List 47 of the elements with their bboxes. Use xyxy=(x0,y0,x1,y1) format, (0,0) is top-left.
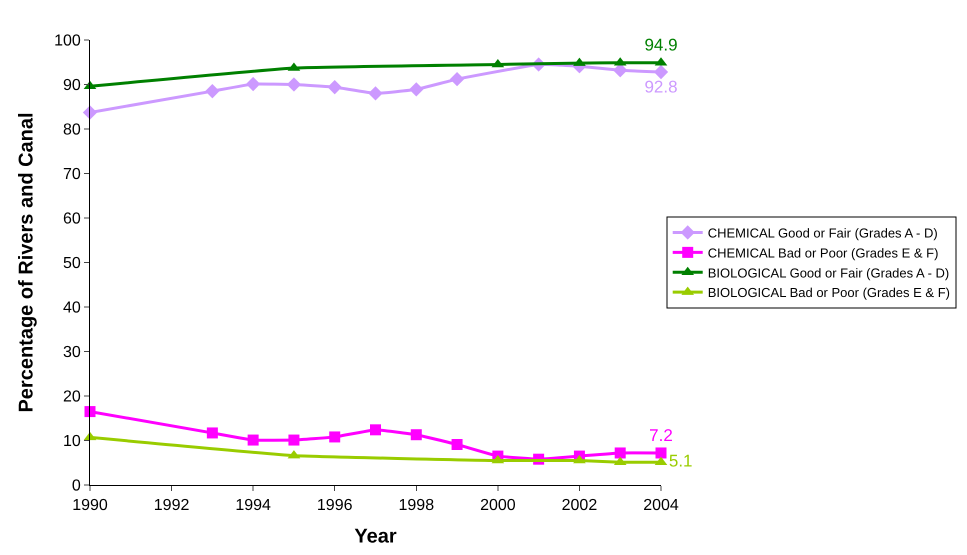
y-tick-label: 90 xyxy=(63,77,81,94)
point xyxy=(246,76,260,92)
data-label: 5.1 xyxy=(668,452,693,471)
x-tick-label: 2000 xyxy=(480,497,516,514)
y-tick-label: 10 xyxy=(63,433,81,450)
x-tick-label: 1992 xyxy=(154,497,190,514)
x-tick-label: 1998 xyxy=(398,497,434,514)
legend-label: BIOLOGICAL Good or Fair (Grades A - D) xyxy=(708,265,950,280)
point xyxy=(370,424,381,436)
legend-label: CHEMICAL Good or Fair (Grades A - D) xyxy=(708,226,938,241)
y-tick-label: 100 xyxy=(54,32,81,50)
x-tick-label: 2004 xyxy=(643,497,679,514)
point xyxy=(368,86,383,101)
x-tick-label: 1996 xyxy=(316,497,353,514)
point xyxy=(288,434,300,446)
y-tick-label: 80 xyxy=(63,122,81,139)
point xyxy=(84,406,96,418)
x-axis-title: Year xyxy=(354,526,397,548)
y-tick-label: 60 xyxy=(63,210,81,228)
legend-label: BIOLOGICAL Bad or Poor (Grades E & F) xyxy=(708,285,950,300)
point xyxy=(452,439,463,450)
data-label: 92.8 xyxy=(644,78,678,97)
x-tick-label: 2002 xyxy=(562,497,598,514)
point xyxy=(450,72,464,86)
x-tick-label: 1990 xyxy=(72,497,108,514)
point xyxy=(286,77,302,92)
y-axis-title: Percentage of Rivers and Canal xyxy=(16,112,38,413)
point xyxy=(248,434,259,446)
y-tick-label: 50 xyxy=(63,255,81,272)
x-tick-label: 1994 xyxy=(235,497,272,514)
y-tick-label: 70 xyxy=(63,166,81,184)
point xyxy=(614,447,626,458)
point xyxy=(329,431,340,442)
data-label: 94.9 xyxy=(644,36,678,55)
point xyxy=(409,82,424,97)
point xyxy=(328,80,342,94)
point xyxy=(654,64,668,80)
point xyxy=(205,84,220,98)
y-tick-label: 0 xyxy=(72,478,81,495)
point xyxy=(206,427,218,438)
data-label: 7.2 xyxy=(649,426,673,445)
y-tick-label: 20 xyxy=(63,388,81,406)
legend-label: CHEMICAL Bad or Poor (Grades E & F) xyxy=(708,245,938,260)
y-tick-label: 30 xyxy=(63,344,81,362)
point xyxy=(656,447,666,458)
point xyxy=(410,429,422,440)
y-tick-label: 40 xyxy=(63,300,81,317)
